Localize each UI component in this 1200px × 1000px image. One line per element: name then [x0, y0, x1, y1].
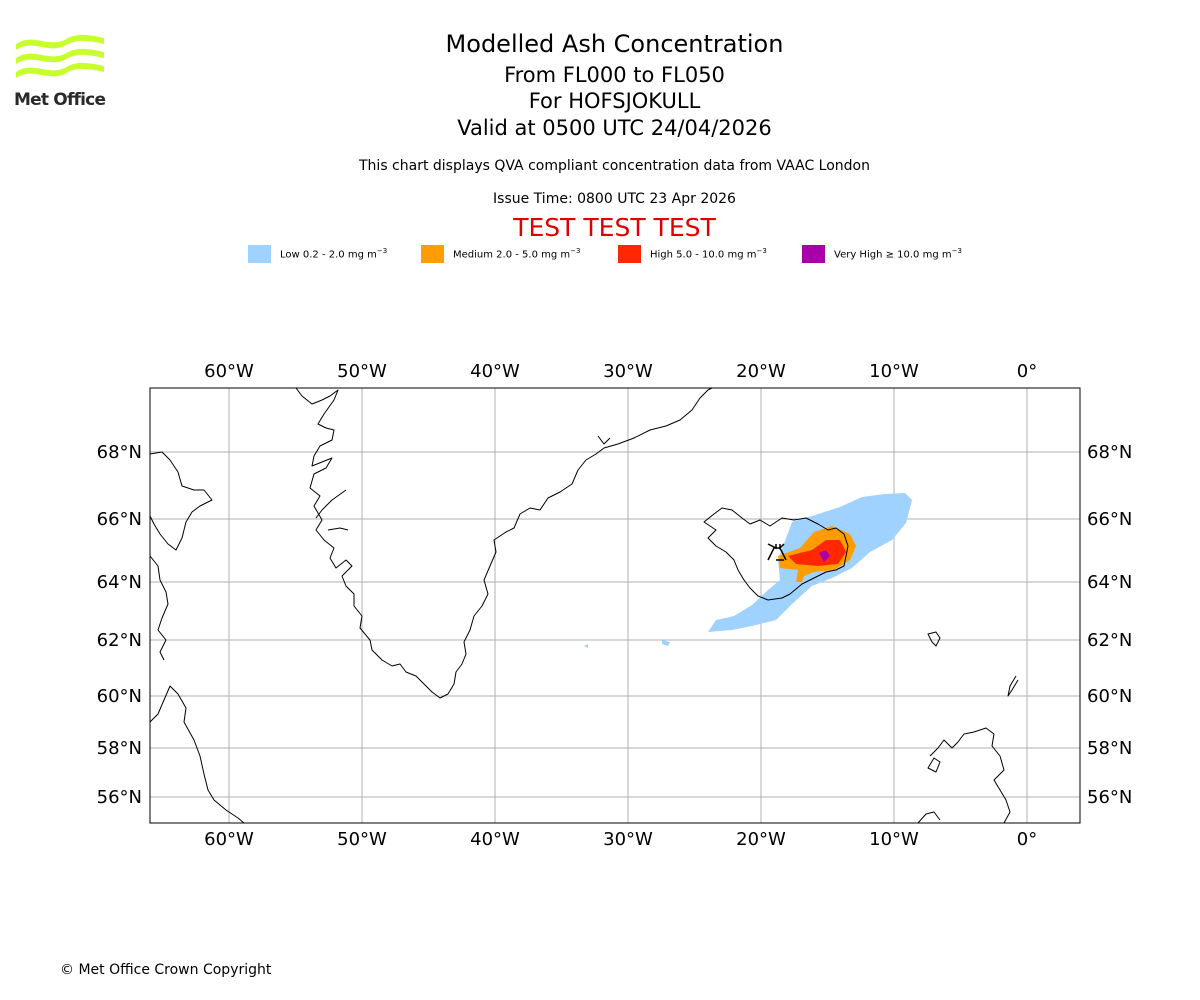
tick-lon-top: 50°W: [337, 361, 387, 382]
legend-item-very-high: Very High ≥ 10.0 mg m−3: [802, 244, 962, 264]
tick-lat-right: 56°N: [1087, 787, 1132, 808]
tick-lat-left: 64°N: [97, 572, 142, 593]
tick-lat-right: 62°N: [1087, 630, 1132, 651]
scotland-coast: [929, 727, 1011, 823]
legend-swatch-very-high: [802, 245, 825, 263]
tick-lat-left: 58°N: [97, 738, 142, 759]
tick-lon-top: 40°W: [470, 361, 520, 382]
valid-time: Valid at 0500 UTC 24/04/2026: [457, 116, 772, 140]
legend-swatch-low: [248, 245, 271, 263]
legend-item-high: High 5.0 - 10.0 mg m−3: [618, 244, 767, 264]
tick-lon-bottom: 50°W: [337, 829, 387, 850]
hebrides: [927, 757, 941, 773]
tick-lat-left: 56°N: [97, 787, 142, 808]
tick-lon-top: 0°: [1017, 361, 1037, 382]
tick-lon-bottom: 60°W: [204, 829, 254, 850]
copyright-notice: © Met Office Crown Copyright: [60, 962, 272, 978]
ash-high-region: [788, 540, 846, 566]
tick-lon-bottom: 30°W: [603, 829, 653, 850]
tick-lat-left: 66°N: [97, 509, 142, 530]
ash-very-high-region: [819, 550, 830, 562]
top-longitude-labels: 60°W 50°W 40°W 30°W 20°W 10°W 0°: [204, 361, 1037, 382]
coastlines: [150, 388, 1019, 823]
legend-label-medium: Medium 2.0 - 5.0 mg m−3: [453, 247, 581, 261]
faroe-islands: [927, 631, 941, 647]
graticule: [150, 388, 1080, 823]
left-latitude-labels: 68°N 66°N 64°N 62°N 60°N 58°N 56°N: [97, 442, 142, 808]
flight-levels: From FL000 to FL050: [504, 63, 725, 87]
volcano-name: For HOFSJOKULL: [528, 89, 701, 113]
legend-item-medium: Medium 2.0 - 5.0 mg m−3: [421, 244, 580, 264]
ash-plume: [584, 493, 912, 648]
greenland-coast: [295, 388, 713, 699]
canada-coast-sw: [150, 685, 245, 823]
tick-lat-right: 58°N: [1087, 738, 1132, 759]
tick-lat-left: 62°N: [97, 630, 142, 651]
legend: Low 0.2 - 2.0 mg m−3 Medium 2.0 - 5.0 mg…: [0, 244, 1200, 264]
legend-label-low: Low 0.2 - 2.0 mg m−3: [280, 247, 388, 261]
tick-lat-left: 60°N: [97, 686, 142, 707]
labrador-coast: [150, 451, 213, 551]
test-banner: TEST TEST TEST: [513, 213, 716, 242]
tick-lat-right: 60°N: [1087, 686, 1132, 707]
legend-swatch-high: [618, 245, 641, 263]
iceland-coast: [703, 507, 849, 601]
tick-lon-bottom: 40°W: [470, 829, 520, 850]
tick-lon-top: 30°W: [603, 361, 653, 382]
legend-item-low: Low 0.2 - 2.0 mg m−3: [248, 244, 387, 264]
volcano-symbol: [767, 543, 787, 561]
right-latitude-labels: 68°N 66°N 64°N 62°N 60°N 58°N 56°N: [1087, 442, 1132, 808]
chart-title: Modelled Ash Concentration: [445, 30, 784, 58]
tick-lat-right: 68°N: [1087, 442, 1132, 463]
tick-lon-bottom: 10°W: [869, 829, 919, 850]
bottom-longitude-labels: 60°W 50°W 40°W 30°W 20°W 10°W 0°: [204, 829, 1037, 850]
legend-label-very-high: Very High ≥ 10.0 mg m−3: [834, 247, 962, 261]
tick-lat-left: 68°N: [97, 442, 142, 463]
legend-swatch-medium: [421, 245, 444, 263]
met-office-logo: Met Office: [14, 30, 106, 112]
tick-lon-top: 60°W: [204, 361, 254, 382]
issue-time: Issue Time: 0800 UTC 23 Apr 2026: [493, 191, 736, 207]
tick-lat-right: 64°N: [1087, 572, 1132, 593]
chart-description: This chart displays QVA compliant concen…: [359, 158, 870, 174]
tick-lon-bottom: 0°: [1017, 829, 1037, 850]
greenland-fjord-1: [315, 489, 347, 519]
tick-lon-top: 20°W: [736, 361, 786, 382]
norway-coast: [1007, 675, 1019, 697]
legend-label-high: High 5.0 - 10.0 mg m−3: [650, 247, 767, 261]
ireland-coast: [917, 811, 941, 823]
tick-lon-bottom: 20°W: [736, 829, 786, 850]
ash-map: 60°W 50°W 40°W 30°W 20°W 10°W 0° 60°W 50…: [97, 361, 1133, 850]
labrador-coast-south: [150, 555, 169, 661]
logo-text: Met Office: [14, 90, 106, 110]
ash-low-speck-1: [584, 644, 588, 648]
greenland-fjord-2: [327, 527, 349, 531]
map-frame: [149, 387, 1081, 824]
logo-waves-icon: [16, 34, 104, 78]
tick-lon-top: 10°W: [869, 361, 919, 382]
ash-low-speck-2: [662, 640, 670, 646]
greenland-fjord-3: [597, 435, 611, 445]
tick-lat-right: 66°N: [1087, 509, 1132, 530]
